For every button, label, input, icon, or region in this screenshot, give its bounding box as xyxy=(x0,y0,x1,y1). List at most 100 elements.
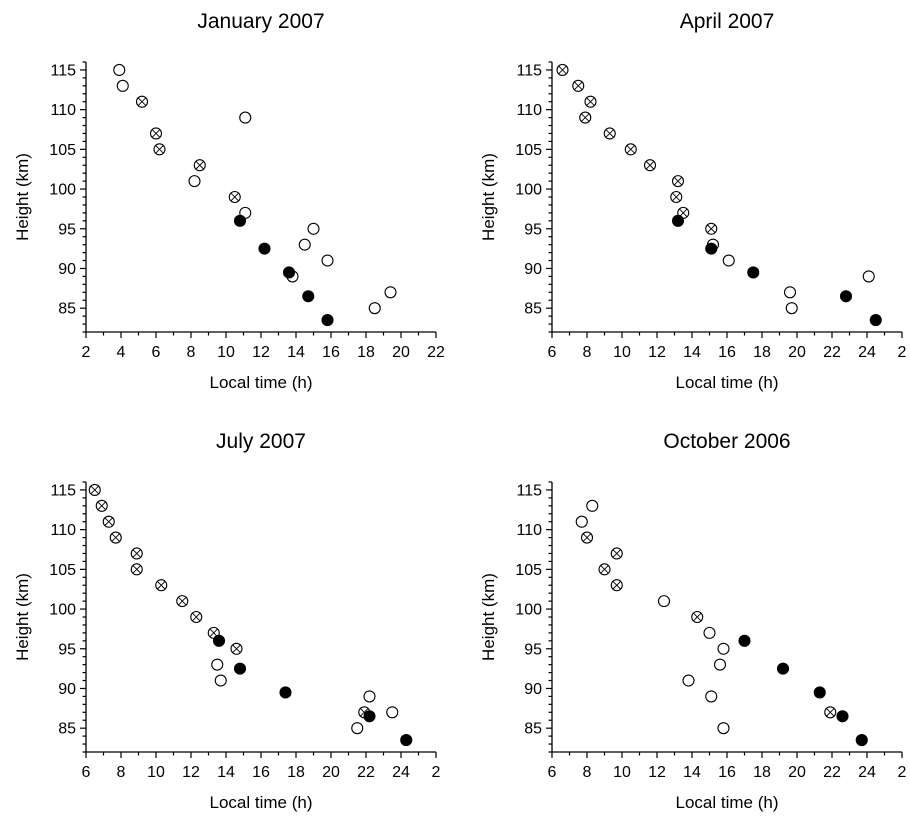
data-point-open xyxy=(298,238,311,251)
y-tick-label: 105 xyxy=(515,142,542,159)
data-point-crossed xyxy=(671,175,685,188)
data-point-crossed xyxy=(153,143,166,156)
data-point-crossed xyxy=(677,206,690,219)
x-tick-label: 16 xyxy=(322,344,340,361)
x-tick-label: 16 xyxy=(718,764,736,781)
x-tick-label: 12 xyxy=(648,764,666,781)
data-point-crossed xyxy=(190,610,203,624)
y-axis-label: Height (km) xyxy=(13,573,32,661)
y-tick-label: 100 xyxy=(515,182,542,199)
y-tick-label: 105 xyxy=(515,562,542,579)
data-point-open xyxy=(722,254,735,267)
x-tick-label: 2 xyxy=(898,344,907,361)
data-point-crossed xyxy=(135,95,149,108)
x-tick-label: 24 xyxy=(392,764,410,781)
y-tick-label: 110 xyxy=(50,522,76,539)
data-point-filled xyxy=(233,214,247,227)
data-point-filled xyxy=(258,242,271,255)
data-point-filled xyxy=(747,266,760,279)
chart-title: October 2006 xyxy=(663,430,790,453)
x-tick-label: 18 xyxy=(357,344,375,361)
chart-title: July 2007 xyxy=(216,430,306,453)
y-tick-label: 90 xyxy=(524,681,542,698)
x-tick-label: 10 xyxy=(613,764,631,781)
x-tick-label: 20 xyxy=(322,764,340,781)
x-tick-label: 2 xyxy=(82,344,91,361)
x-tick-label: 8 xyxy=(117,764,126,781)
data-point-crossed xyxy=(580,531,594,544)
x-tick-label: 22 xyxy=(823,344,841,361)
y-tick-label: 110 xyxy=(516,102,542,119)
x-tick-label: 12 xyxy=(252,344,270,361)
x-tick-label: 22 xyxy=(357,764,375,781)
data-point-crossed xyxy=(584,95,597,108)
y-axis-label: Height (km) xyxy=(479,153,498,241)
y-tick-label: 90 xyxy=(58,681,76,698)
data-point-crossed xyxy=(598,563,611,576)
x-tick-label: 6 xyxy=(152,344,161,361)
x-tick-label: 6 xyxy=(548,764,557,781)
x-tick-label: 16 xyxy=(718,344,736,361)
data-point-open xyxy=(386,706,399,719)
x-tick-label: 12 xyxy=(648,344,666,361)
data-point-open xyxy=(717,722,730,735)
data-point-filled xyxy=(776,662,790,675)
data-point-open xyxy=(657,595,671,608)
x-tick-label: 8 xyxy=(583,764,592,781)
x-tick-label: 4 xyxy=(117,344,126,361)
y-tick-label: 90 xyxy=(524,261,542,278)
data-point-crossed xyxy=(155,579,168,592)
x-tick-label: 14 xyxy=(683,764,701,781)
y-tick-label: 110 xyxy=(50,102,76,119)
data-point-crossed xyxy=(556,63,569,76)
data-point-crossed xyxy=(130,547,143,560)
data-point-open xyxy=(586,499,599,512)
data-point-crossed xyxy=(603,127,616,140)
data-point-filled xyxy=(212,634,226,647)
data-point-open xyxy=(717,642,730,655)
data-point-filled xyxy=(869,314,882,327)
data-point-open xyxy=(705,690,718,703)
data-point-crossed xyxy=(102,515,115,528)
data-point-crossed xyxy=(176,595,189,608)
data-point-open xyxy=(368,302,381,315)
y-tick-label: 85 xyxy=(524,721,542,738)
data-point-open xyxy=(862,270,875,283)
x-tick-label: 22 xyxy=(427,344,445,361)
data-point-crossed xyxy=(95,499,108,512)
data-point-open xyxy=(211,658,224,671)
x-axis-label: Local time (h) xyxy=(210,373,313,392)
y-tick-label: 105 xyxy=(49,142,76,159)
x-tick-label: 20 xyxy=(392,344,410,361)
y-tick-label: 100 xyxy=(49,602,76,619)
x-tick-label: 20 xyxy=(788,344,806,361)
data-point-crossed xyxy=(228,190,241,204)
x-tick-label: 10 xyxy=(217,344,235,361)
data-point-filled xyxy=(855,734,868,747)
data-point-open xyxy=(575,515,588,528)
data-point-filled xyxy=(839,290,853,303)
y-tick-label: 85 xyxy=(524,301,542,318)
data-point-filled xyxy=(321,314,334,327)
x-tick-label: 14 xyxy=(683,344,701,361)
x-tick-label: 24 xyxy=(858,344,876,361)
data-point-filled xyxy=(705,242,718,255)
x-tick-label: 8 xyxy=(583,344,592,361)
x-tick-label: 14 xyxy=(287,344,305,361)
data-point-crossed xyxy=(691,610,704,624)
x-tick-label: 20 xyxy=(788,764,806,781)
chart-panel-3: July 2007 6 8 10 12 14 16 18 20 22 24 2 85 90 95 100 105… xyxy=(13,430,441,812)
data-point-crossed xyxy=(624,143,637,156)
y-tick-label: 85 xyxy=(58,301,76,318)
data-point-filled xyxy=(813,686,826,699)
y-tick-label: 90 xyxy=(58,261,76,278)
data-point-filled xyxy=(363,710,376,723)
y-tick-label: 85 xyxy=(58,721,76,738)
data-point-open xyxy=(116,79,129,92)
y-tick-label: 95 xyxy=(524,221,542,238)
data-point-crossed xyxy=(193,159,206,172)
data-point-open xyxy=(351,722,364,735)
y-tick-label: 95 xyxy=(58,221,76,238)
y-tick-label: 115 xyxy=(516,482,542,499)
x-tick-label: 2 xyxy=(898,764,907,781)
